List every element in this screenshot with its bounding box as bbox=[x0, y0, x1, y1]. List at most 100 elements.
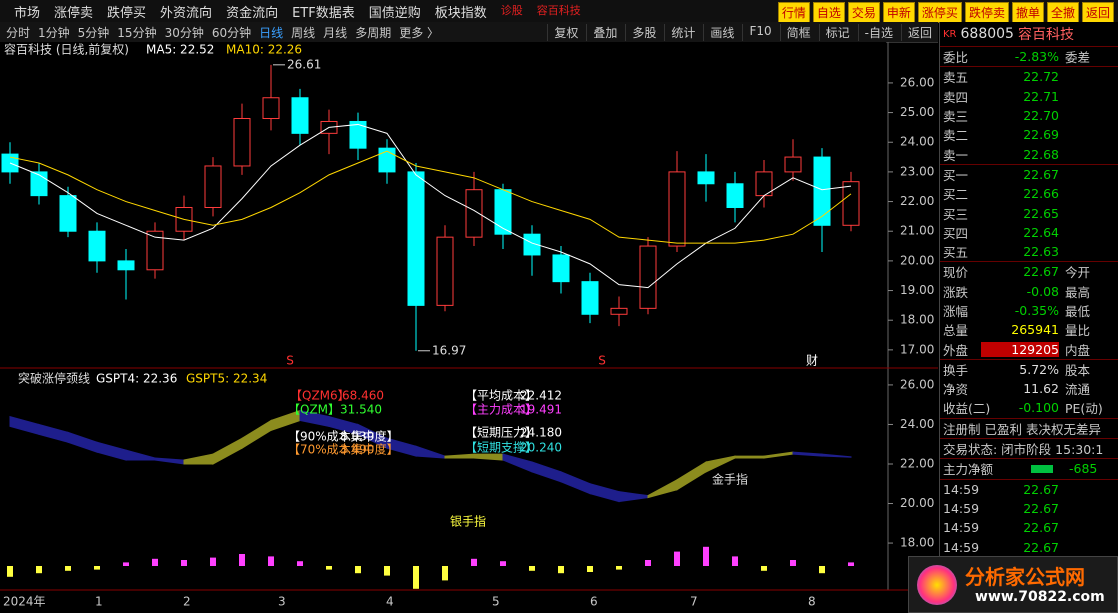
tool[interactable]: 复权 bbox=[547, 23, 578, 41]
menu-item[interactable]: 板块指数 bbox=[434, 5, 487, 21]
period[interactable]: 30分钟 bbox=[164, 25, 204, 40]
book-label: 卖四 bbox=[943, 89, 969, 105]
toolbar: 分时 1分钟 5分钟 15分钟 30分钟 60分钟 日线 周线 月线 多周期 更多 〉 复权 叠加 多股统… bbox=[0, 22, 938, 43]
stat-value: 11.62 bbox=[1023, 381, 1059, 397]
top-button[interactable]: 撤单 bbox=[1011, 2, 1044, 23]
menu-item[interactable]: 外资流向 bbox=[160, 5, 213, 21]
label: 委差 bbox=[1065, 50, 1091, 66]
histogram-bar bbox=[442, 566, 448, 581]
menu-item[interactable]: 涨停卖 bbox=[54, 5, 94, 21]
tool[interactable]: F10 bbox=[742, 23, 772, 41]
period[interactable]: 1分钟 bbox=[38, 25, 70, 40]
tick-time: 14:59 bbox=[943, 539, 980, 555]
stat-label: 涨幅 bbox=[943, 304, 969, 319]
tool[interactable]: 叠加 bbox=[586, 23, 617, 41]
period[interactable]: 周线 bbox=[291, 25, 316, 40]
period[interactable]: 5分钟 bbox=[77, 25, 110, 40]
quote-panel: KR 688005 容百科技 委比 -2.83% 委差 卖五 22.72 卖四 22.71 卖三 22… bbox=[939, 22, 1118, 613]
candle-body bbox=[784, 156, 802, 173]
period[interactable]: 多周期 bbox=[355, 25, 392, 40]
book-label: 买四 bbox=[943, 225, 969, 241]
indicator-value: 19.491 bbox=[520, 403, 562, 417]
menu-item[interactable]: 诊股 bbox=[500, 3, 523, 17]
tick-price: 22.67 bbox=[1023, 520, 1059, 536]
top-button[interactable]: 返回 bbox=[1081, 2, 1114, 23]
band-segment bbox=[821, 453, 852, 458]
top-button[interactable]: 跌停卖 bbox=[964, 2, 1009, 23]
period[interactable]: 更多 〉 bbox=[399, 25, 440, 40]
tool[interactable]: -自选 bbox=[857, 23, 893, 41]
info: 注册制 已盈利 表决权无差异 bbox=[943, 421, 1101, 437]
band-segment bbox=[241, 419, 272, 450]
band-segment bbox=[125, 449, 156, 461]
stock-code: 688005 bbox=[960, 26, 1014, 42]
top-button[interactable]: 自选 bbox=[812, 2, 845, 23]
indicator-label: 【平均成本】 bbox=[465, 389, 537, 403]
histogram-bar bbox=[471, 558, 477, 566]
tool[interactable]: 返回 bbox=[900, 23, 932, 41]
quote-row: 14:59 22.67 bbox=[940, 478, 1118, 499]
menu-item[interactable]: 市场 bbox=[14, 5, 41, 21]
menu-item[interactable]: 跌停买 bbox=[107, 5, 147, 21]
band-segment bbox=[212, 437, 243, 465]
top-button[interactable]: 申新 bbox=[882, 2, 915, 23]
quote-row: 买五 22.63 bbox=[940, 242, 1118, 261]
menu-item[interactable]: ETF数据表 bbox=[292, 5, 355, 21]
y-tick-label: 18.00 bbox=[900, 313, 934, 327]
quote-row: 涨跌 -0.08 最高 bbox=[940, 282, 1118, 301]
quote-row: 卖四 22.71 bbox=[940, 87, 1118, 106]
candle-body bbox=[813, 156, 831, 226]
logo: 分析家公式网 www.70822.com bbox=[908, 556, 1118, 613]
top-button[interactable]: 全撤 bbox=[1046, 2, 1079, 23]
histogram-bar bbox=[384, 566, 390, 576]
menu-item[interactable]: 资金流向 bbox=[226, 5, 279, 21]
ma10-line bbox=[9, 150, 852, 244]
low-annotation: 16.97 bbox=[432, 343, 466, 357]
band-segment bbox=[183, 453, 214, 465]
candle-body bbox=[610, 307, 628, 315]
tick-price: 22.67 bbox=[1023, 539, 1059, 555]
candle-body bbox=[639, 245, 657, 309]
stat-label: 外盘 bbox=[943, 342, 969, 358]
tick-time: 14:59 bbox=[943, 520, 980, 536]
band-segment bbox=[38, 423, 69, 443]
menu-item[interactable]: 容百科技 bbox=[536, 3, 581, 17]
top-buttons: 行情 自选 交易 申新 涨停买 跌停卖 撤单 全撤 返回 bbox=[777, 2, 1114, 23]
quote-row: 买二 22.66 bbox=[940, 184, 1118, 203]
stat-label: 流通 bbox=[1065, 382, 1091, 398]
status: 交易状态: 闭市阶段 15:30:1 bbox=[943, 442, 1104, 458]
period[interactable]: 月线 bbox=[323, 25, 348, 40]
book-label: 卖二 bbox=[943, 128, 969, 144]
period[interactable]: 分时 bbox=[6, 25, 31, 40]
book-label: 买三 bbox=[943, 206, 969, 222]
indicator-title: 突破涨停颈线 bbox=[18, 371, 90, 386]
histogram-bar bbox=[703, 546, 709, 566]
indicator-value: 24.180 bbox=[520, 426, 562, 440]
histogram-bar bbox=[500, 561, 506, 566]
label: 委比 bbox=[943, 50, 969, 66]
histogram-bar bbox=[152, 558, 158, 566]
y-tick-label: 17.00 bbox=[900, 342, 934, 356]
histogram-bar bbox=[268, 556, 274, 566]
menu-item[interactable]: 国债逆购 bbox=[368, 5, 421, 21]
period[interactable]: 15分钟 bbox=[117, 25, 157, 40]
candle-body bbox=[436, 236, 454, 306]
period[interactable]: 60分钟 bbox=[211, 25, 252, 40]
stat-label: 现价 bbox=[943, 265, 969, 281]
ma5-line bbox=[9, 123, 852, 289]
tool[interactable]: 统计 bbox=[664, 23, 695, 41]
period[interactable]: 日线 bbox=[259, 25, 284, 40]
quote-row: 现价 22.67 今开 bbox=[940, 261, 1118, 281]
top-button[interactable]: 涨停买 bbox=[917, 2, 962, 23]
ma10-label: MA10: 22.26 bbox=[226, 43, 302, 57]
tool[interactable]: 标记 bbox=[818, 23, 850, 41]
tool[interactable]: 画线 bbox=[703, 23, 734, 41]
tool[interactable]: 多股 bbox=[625, 23, 656, 41]
band-segment bbox=[705, 455, 736, 473]
quote-row: 14:59 22.67 bbox=[940, 499, 1118, 518]
histogram-bar bbox=[790, 560, 796, 566]
tool[interactable]: 简框 bbox=[779, 23, 811, 41]
quote-row: 主力净额 -685 bbox=[940, 458, 1118, 478]
stat-value: -0.100 bbox=[1018, 400, 1059, 416]
book-label: 买五 bbox=[943, 245, 969, 261]
